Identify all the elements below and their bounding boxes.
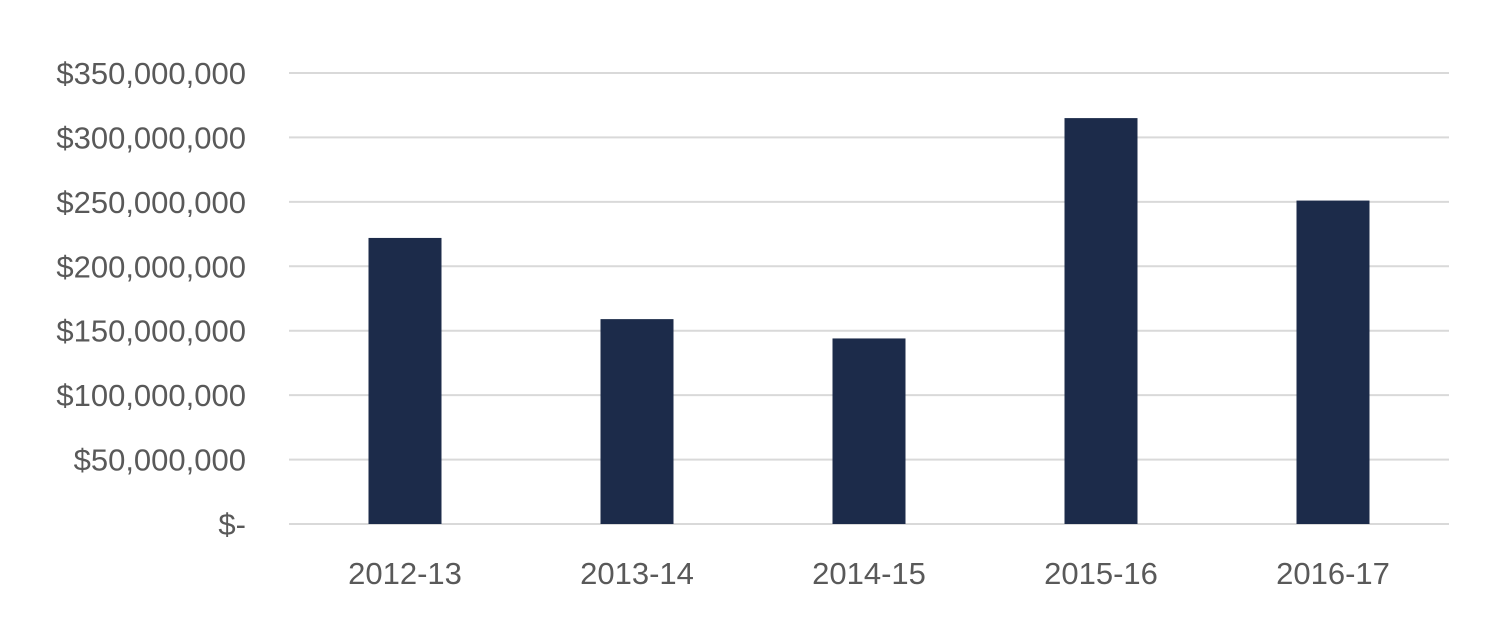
bar-2013-14 xyxy=(600,319,674,524)
bar-2014-15 xyxy=(832,338,906,524)
bar-2015-16 xyxy=(1064,118,1138,524)
x-tick-label: 2016-17 xyxy=(1276,556,1390,591)
y-tick-label: $150,000,000 xyxy=(56,314,246,349)
bar-2016-17 xyxy=(1296,200,1370,524)
x-tick-label: 2014-15 xyxy=(812,556,926,591)
x-tick-label: 2013-14 xyxy=(580,556,694,591)
y-tick-label: $350,000,000 xyxy=(56,56,246,91)
y-tick-label: $50,000,000 xyxy=(74,443,246,478)
y-tick-label: $200,000,000 xyxy=(56,249,246,284)
y-tick-label: $250,000,000 xyxy=(56,185,246,220)
y-tick-label: $- xyxy=(218,507,246,542)
x-axis-tick-labels: 2012-13 2013-14 2014-15 2015-16 2016-17 xyxy=(348,556,1390,591)
x-tick-label: 2015-16 xyxy=(1044,556,1158,591)
y-axis-tick-labels: $- $50,000,000 $100,000,000 $150,000,000 $20… xyxy=(56,56,246,542)
y-tick-label: $100,000,000 xyxy=(56,378,246,413)
bars xyxy=(368,118,1370,525)
bar-2012-13 xyxy=(368,237,442,525)
y-tick-label: $300,000,000 xyxy=(56,120,246,155)
x-tick-label: 2012-13 xyxy=(348,556,462,591)
